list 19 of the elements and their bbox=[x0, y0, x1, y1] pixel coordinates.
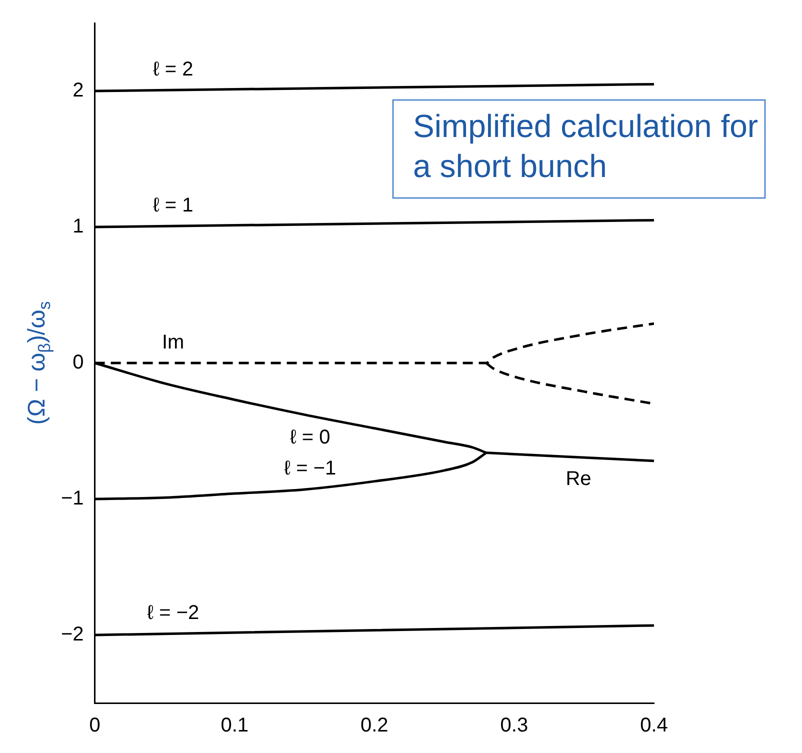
y-tick-label: 0 bbox=[72, 352, 84, 374]
annotation: Simplified calculation for a short bunch bbox=[413, 108, 758, 184]
series-label: ℓ = 2 bbox=[152, 58, 194, 81]
x-tick-label: 0 bbox=[89, 714, 100, 737]
series-label: ℓ = −2 bbox=[147, 602, 200, 624]
series-label: Im bbox=[162, 332, 184, 354]
series-label: ℓ = 0 bbox=[290, 426, 330, 448]
x-tick-label: 0.4 bbox=[640, 714, 668, 737]
y-tick-label: 1 bbox=[72, 216, 84, 238]
y-tick-label: 2 bbox=[72, 80, 84, 102]
x-tick-label: 0.3 bbox=[500, 714, 528, 737]
y-tick-label: −1 bbox=[60, 488, 84, 510]
y-tick-label: −2 bbox=[60, 624, 84, 646]
series-label: ℓ = −1 bbox=[284, 457, 336, 480]
x-tick-label: 0.1 bbox=[220, 714, 249, 737]
series-label: ℓ = 1 bbox=[152, 194, 194, 217]
series-label: Re bbox=[566, 468, 592, 490]
y-axis-title: (Ω − ωβ)/ωs bbox=[24, 301, 54, 425]
x-tick-label: 0.2 bbox=[360, 714, 388, 737]
